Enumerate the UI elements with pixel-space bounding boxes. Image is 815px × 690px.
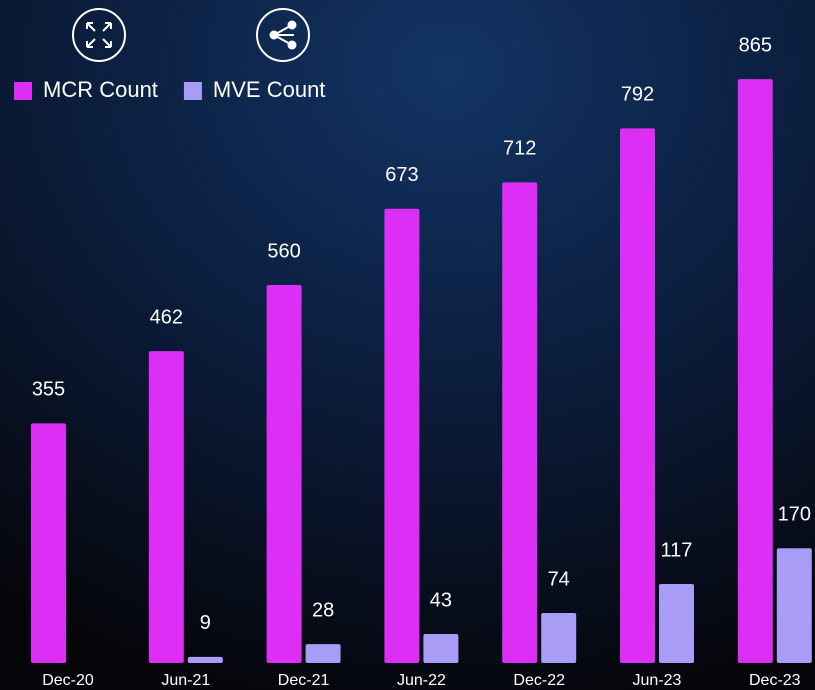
bar	[659, 584, 694, 663]
data-label: 170	[778, 504, 811, 526]
x-tick-label: Dec-23	[749, 672, 801, 689]
bar	[423, 633, 459, 663]
data-label: 355	[32, 379, 65, 401]
data-label: 28	[312, 599, 334, 621]
data-label: 43	[430, 589, 452, 611]
x-tick-label: Jun-23	[633, 672, 682, 689]
data-label: 462	[150, 306, 183, 328]
bar	[384, 208, 420, 663]
legend-label: MCR Count	[43, 77, 158, 102]
bar	[187, 656, 223, 663]
x-tick-label: Jun-21	[161, 672, 210, 689]
data-label: 9	[200, 612, 211, 634]
bar	[620, 128, 655, 663]
data-label: 865	[739, 34, 772, 56]
bar	[31, 423, 66, 663]
data-label: 673	[385, 164, 418, 186]
x-tick-label: Dec-22	[513, 672, 565, 689]
legend-swatch	[183, 82, 202, 100]
data-label: 712	[503, 138, 536, 160]
bar	[502, 182, 538, 663]
data-label: 117	[661, 539, 693, 561]
bar	[776, 548, 812, 663]
x-tick-label: Dec-20	[42, 672, 94, 689]
x-tick-label: Jun-22	[397, 672, 446, 689]
data-label: 74	[548, 568, 570, 590]
x-tick-label: Dec-21	[278, 672, 330, 689]
data-label: 792	[621, 84, 654, 106]
share-icon[interactable]	[256, 8, 310, 62]
legend-swatch	[14, 82, 32, 100]
legend-label: MVE Count	[213, 77, 326, 102]
bar	[541, 613, 577, 663]
bar	[305, 644, 341, 663]
data-label: 560	[267, 240, 300, 262]
bar	[148, 351, 184, 663]
expand-icon[interactable]	[72, 8, 126, 62]
bar	[737, 79, 773, 663]
bar	[266, 285, 302, 663]
